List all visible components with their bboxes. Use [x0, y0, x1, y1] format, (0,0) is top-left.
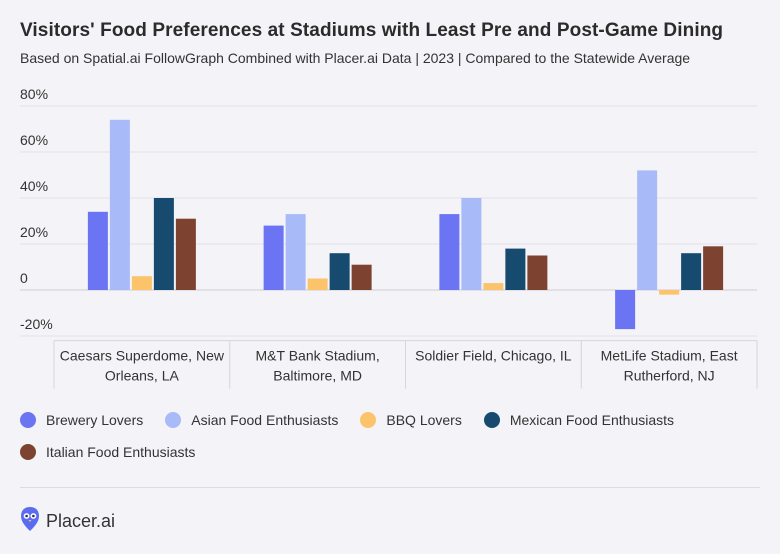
legend-label: BBQ Lovers: [386, 412, 462, 428]
legend-label: Asian Food Enthusiasts: [191, 412, 339, 428]
y-tick-label: 80%: [20, 86, 48, 102]
legend-swatch: [165, 412, 182, 428]
bar-chart: 80% 60% 40% 20% 0 -20% Caesars Superdome, New O…: [20, 86, 758, 389]
x-tick-label: Caesars Superdome, New: [60, 348, 225, 364]
legend-swatch: [20, 444, 36, 460]
brand-name: Placer.ai: [46, 511, 116, 531]
y-tick-label: 60%: [20, 132, 48, 148]
bar: [307, 278, 328, 290]
legend-item-asian: Asian Food Enthusiasts: [165, 412, 338, 428]
bar: [527, 255, 548, 290]
legend-item-italian: Italian Food Enthusiasts: [20, 444, 195, 460]
y-tick-label: 20%: [20, 224, 48, 240]
legend-label: Italian Food Enthusiasts: [46, 444, 196, 460]
x-tick-label: Rutherford, NJ: [624, 368, 715, 384]
x-tick-label: M&T Bank Stadium,: [256, 348, 380, 364]
bar: [505, 248, 526, 290]
bar: [263, 225, 284, 290]
bar: [351, 264, 372, 290]
x-tick-label: Soldier Field, Chicago, IL: [415, 348, 572, 364]
bar: [87, 211, 108, 290]
legend-swatch: [20, 412, 36, 428]
bar: [285, 214, 306, 290]
chart-title: Visitors' Food Preferences at Stadiums w…: [20, 20, 724, 41]
bar: [153, 198, 174, 290]
x-tick-label: Baltimore, MD: [273, 368, 362, 384]
x-tick-label: Orleans, LA: [105, 368, 180, 384]
bar: [461, 198, 482, 290]
legend-swatch: [360, 412, 377, 428]
bar: [637, 170, 658, 290]
bar: [615, 290, 636, 330]
bar: [329, 253, 350, 290]
y-tick-label: 0: [20, 270, 28, 286]
legend-item-brewery: Brewery Lovers: [20, 412, 143, 428]
chart-subtitle: Based on Spatial.ai FollowGraph Combined…: [20, 50, 691, 66]
legend-label: Mexican Food Enthusiasts: [509, 412, 675, 428]
bar: [175, 218, 196, 290]
legend-item-bbq: BBQ Lovers: [360, 412, 462, 428]
bar: [483, 283, 504, 290]
bar: [439, 214, 460, 290]
legend: Brewery Lovers Asian Food Enthusiasts BB…: [20, 412, 720, 460]
bar: [659, 290, 680, 295]
legend-label: Brewery Lovers: [46, 412, 144, 428]
placer-logo: Placer.ai: [20, 506, 115, 537]
x-tick-label: MetLife Stadium, East: [601, 348, 738, 364]
bar: [109, 119, 130, 290]
bar: [131, 276, 152, 290]
footer-divider: [20, 487, 760, 488]
y-tick-label: -20%: [20, 316, 53, 332]
bar: [681, 253, 702, 290]
legend-item-mexican: Mexican Food Enthusiasts: [483, 412, 675, 428]
bar: [703, 246, 724, 290]
y-tick-label: 40%: [20, 178, 48, 194]
legend-swatch: [483, 412, 500, 428]
placer-owl-icon: [20, 506, 40, 537]
